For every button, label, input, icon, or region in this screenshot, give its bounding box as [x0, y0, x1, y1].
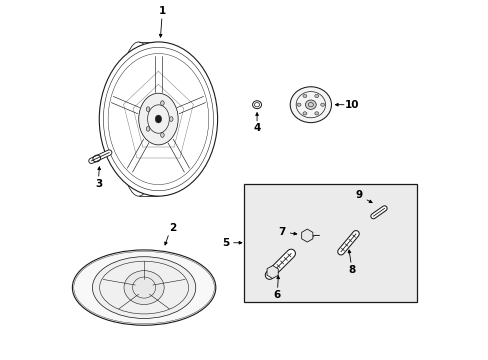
Ellipse shape	[303, 94, 306, 98]
Text: 8: 8	[348, 265, 355, 275]
Ellipse shape	[169, 117, 173, 121]
Ellipse shape	[320, 103, 324, 106]
Ellipse shape	[296, 103, 301, 106]
Ellipse shape	[160, 133, 164, 137]
Ellipse shape	[92, 257, 195, 319]
Ellipse shape	[303, 112, 306, 115]
Text: 5: 5	[222, 238, 229, 248]
Ellipse shape	[305, 100, 316, 109]
Ellipse shape	[72, 250, 215, 325]
Ellipse shape	[155, 115, 162, 123]
Bar	[244, 184, 416, 302]
Text: 2: 2	[169, 224, 176, 233]
Ellipse shape	[146, 107, 149, 112]
Text: 6: 6	[273, 290, 280, 300]
Ellipse shape	[146, 127, 149, 131]
Text: 4: 4	[253, 123, 260, 133]
Ellipse shape	[99, 42, 217, 196]
Text: 7: 7	[278, 227, 285, 237]
Ellipse shape	[314, 94, 318, 98]
Ellipse shape	[314, 112, 318, 115]
Text: 3: 3	[95, 179, 102, 189]
Text: 10: 10	[344, 100, 359, 110]
Ellipse shape	[124, 271, 164, 305]
Ellipse shape	[290, 87, 331, 123]
Ellipse shape	[160, 101, 164, 105]
Ellipse shape	[139, 93, 178, 145]
Text: 9: 9	[355, 190, 362, 200]
Text: 1: 1	[158, 6, 165, 17]
